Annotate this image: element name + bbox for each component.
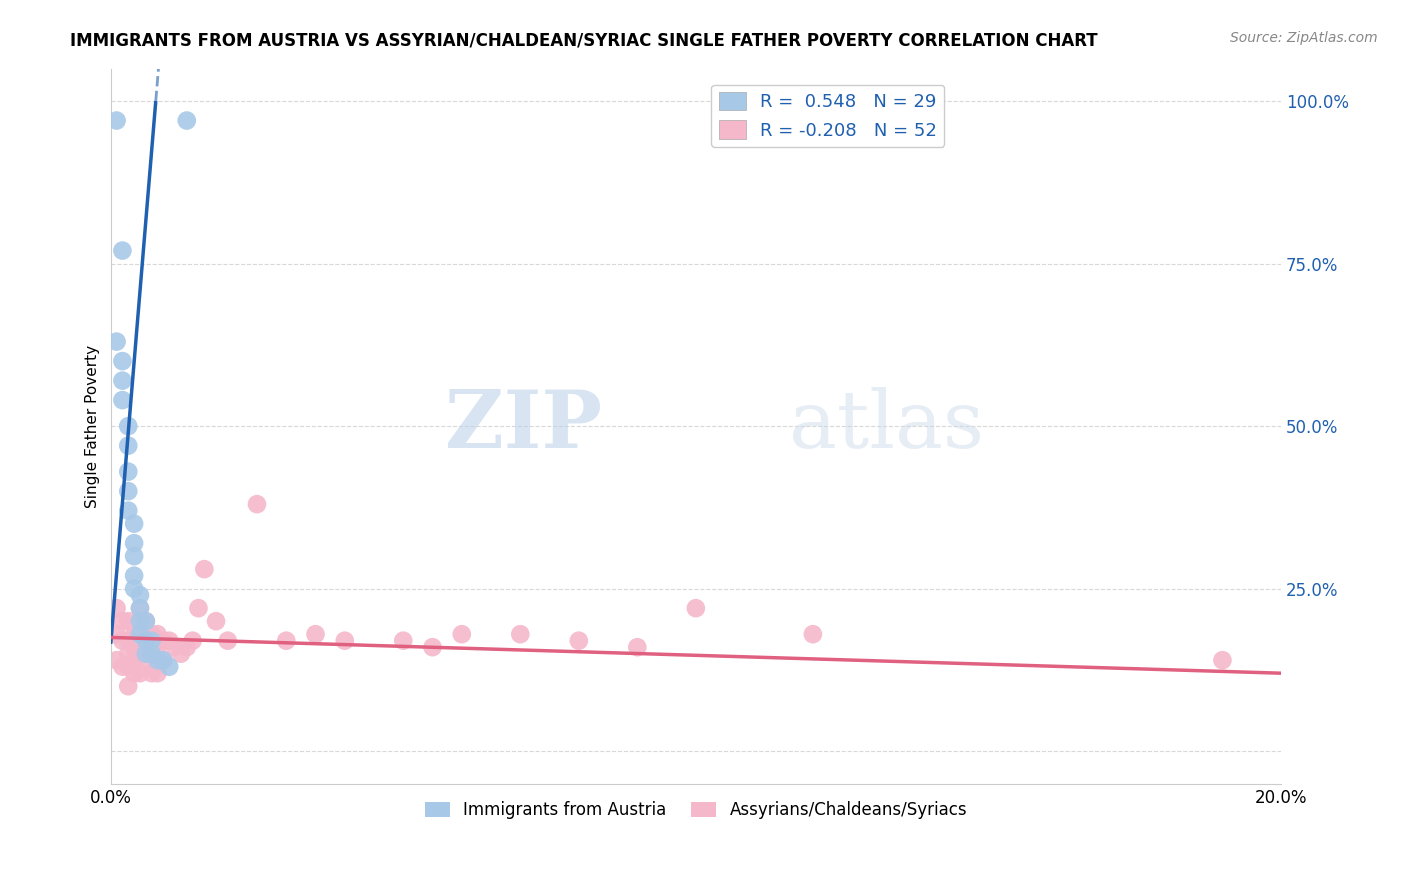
Point [111, 354, 134, 368]
Point [117, 647, 139, 661]
Point [135, 653, 157, 667]
Point [122, 568, 145, 582]
Text: atlas: atlas [789, 387, 984, 465]
Point [509, 627, 531, 641]
Point [105, 334, 128, 349]
Point [117, 419, 139, 434]
Point [129, 614, 152, 628]
Point [685, 601, 707, 615]
Point [129, 627, 152, 641]
Point [117, 633, 139, 648]
Point [129, 601, 152, 615]
Point [152, 633, 174, 648]
Point [135, 633, 157, 648]
Point [141, 647, 163, 661]
Point [146, 653, 169, 667]
Point [129, 647, 152, 661]
Point [122, 582, 145, 596]
Point [392, 633, 415, 648]
Point [122, 516, 145, 531]
Point [146, 647, 169, 661]
Point [105, 627, 128, 641]
Point [105, 601, 128, 615]
Point [276, 633, 298, 648]
Point [111, 393, 134, 408]
Point [122, 536, 145, 550]
Point [117, 439, 139, 453]
Legend: Immigrants from Austria, Assyrians/Chaldeans/Syriacs: Immigrants from Austria, Assyrians/Chald… [418, 794, 974, 825]
Point [117, 659, 139, 673]
Point [135, 614, 157, 628]
Point [157, 633, 180, 648]
Point [117, 614, 139, 628]
Point [141, 633, 163, 648]
Point [141, 647, 163, 661]
Point [176, 640, 198, 655]
Point [626, 640, 648, 655]
Point [135, 647, 157, 661]
Point [122, 640, 145, 655]
Point [135, 614, 157, 628]
Point [122, 653, 145, 667]
Point [146, 627, 169, 641]
Point [129, 588, 152, 602]
Point [117, 484, 139, 499]
Point [165, 640, 187, 655]
Point [117, 465, 139, 479]
Point [450, 627, 472, 641]
Point [187, 601, 209, 615]
Point [129, 666, 152, 681]
Point [129, 627, 152, 641]
Point [246, 497, 269, 511]
Point [304, 627, 326, 641]
Point [111, 614, 134, 628]
Y-axis label: Single Father Poverty: Single Father Poverty [86, 344, 100, 508]
Point [146, 666, 169, 681]
Point [129, 601, 152, 615]
Point [111, 244, 134, 258]
Point [105, 113, 128, 128]
Point [422, 640, 444, 655]
Point [152, 653, 174, 667]
Point [176, 113, 198, 128]
Point [141, 627, 163, 641]
Point [193, 562, 215, 576]
Point [111, 633, 134, 648]
Point [333, 633, 356, 648]
Text: Source: ZipAtlas.com: Source: ZipAtlas.com [1230, 31, 1378, 45]
Point [568, 633, 591, 648]
Point [181, 633, 204, 648]
Point [135, 633, 157, 648]
Point [122, 549, 145, 564]
Point [105, 653, 128, 667]
Point [801, 627, 824, 641]
Point [122, 666, 145, 681]
Text: ZIP: ZIP [446, 387, 602, 465]
Text: IMMIGRANTS FROM AUSTRIA VS ASSYRIAN/CHALDEAN/SYRIAC SINGLE FATHER POVERTY CORREL: IMMIGRANTS FROM AUSTRIA VS ASSYRIAN/CHAL… [70, 31, 1098, 49]
Point [111, 659, 134, 673]
Point [141, 666, 163, 681]
Point [117, 503, 139, 517]
Point [1211, 653, 1233, 667]
Point [122, 627, 145, 641]
Point [205, 614, 228, 628]
Point [157, 659, 180, 673]
Point [170, 647, 193, 661]
Point [152, 653, 174, 667]
Point [217, 633, 239, 648]
Point [117, 679, 139, 693]
Point [111, 374, 134, 388]
